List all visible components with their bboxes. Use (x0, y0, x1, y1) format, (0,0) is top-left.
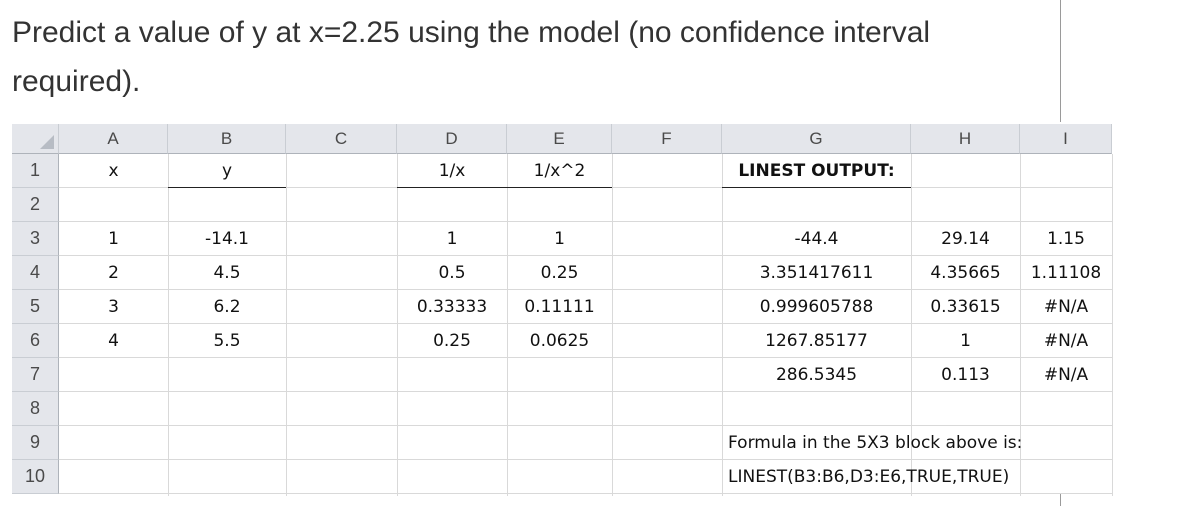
question-text: Predict a value of y at x=2.25 using the… (12, 16, 931, 98)
row-header-7: 7 (12, 358, 59, 392)
cell-b5: 6.2 (213, 297, 241, 317)
cell-i7: #N/A (1043, 365, 1089, 385)
column-header-b: B (168, 124, 286, 154)
cell-d3: 1 (446, 229, 458, 249)
cell-d4: 0.5 (438, 263, 466, 283)
row-header-4: 4 (12, 256, 59, 290)
header-underline (168, 187, 286, 188)
grid-line (722, 154, 723, 496)
header-underline (722, 187, 911, 188)
cell-e1: 1/x^2 (533, 161, 586, 181)
grid-line (507, 154, 508, 496)
grid-line (397, 154, 398, 496)
row-header-5: 5 (12, 290, 59, 324)
cell-g1: LINEST OUTPUT: (738, 161, 895, 181)
cell-h5: 0.33615 (930, 297, 1001, 317)
cell-e4: 0.25 (540, 263, 579, 283)
cell-b1: y (221, 161, 233, 181)
column-header-e: E (507, 124, 612, 154)
column-header-h: H (911, 124, 1020, 154)
cell-h6: 1 (960, 331, 971, 351)
spreadsheet-image: A B C D E F G H I 1 2 3 4 5 6 7 8 9 10 x y 1/x 1/x^2 LINEST OUT… (12, 124, 1113, 498)
grid-line (59, 221, 1112, 222)
cell-a5: 3 (108, 297, 119, 317)
cell-e6: 0.0625 (529, 331, 590, 351)
cell-d6: 0.25 (433, 331, 471, 351)
page-divider (1060, 0, 1061, 122)
column-header-d: D (397, 124, 507, 154)
grid-line (286, 154, 287, 496)
cell-h3: 29.14 (941, 229, 990, 249)
cell-h4: 4.35665 (930, 263, 1001, 283)
cell-b4: 4.5 (213, 263, 241, 283)
cell-e3: 1 (554, 229, 565, 249)
cell-g7: 286.5345 (775, 365, 858, 385)
grid-line (59, 493, 1112, 494)
grid-line (59, 289, 1112, 290)
grid-line (168, 154, 169, 496)
cell-b6: 5.5 (213, 331, 241, 351)
row-header-1: 1 (12, 154, 59, 188)
cell-a4: 2 (108, 263, 119, 283)
header-underline (397, 187, 612, 188)
column-header-i: I (1020, 124, 1112, 154)
cell-g10: LINEST(B3:B6,D3:E6,TRUE,TRUE) (728, 467, 1010, 487)
grid-line (612, 154, 613, 496)
cell-i3: 1.15 (1047, 229, 1085, 249)
cell-e5: 0.11111 (524, 297, 595, 317)
cell-g9: Formula in the 5X3 block above is: (728, 433, 1023, 453)
cell-d1: 1/x (438, 161, 466, 181)
cell-g5: 0.999605788 (759, 297, 874, 317)
grid-line (59, 391, 1112, 392)
row-header-8: 8 (12, 392, 59, 426)
cell-b3: -14.1 (205, 229, 249, 249)
cell-h7: 0.113 (941, 365, 990, 385)
grid-line (59, 459, 1112, 460)
grid-line (59, 357, 1112, 358)
grid-line (1020, 154, 1021, 496)
select-all-corner (12, 124, 59, 154)
grid-line (59, 425, 1112, 426)
cell-i5: #N/A (1043, 297, 1089, 317)
column-header-f: F (612, 124, 722, 154)
grid-line (911, 154, 912, 496)
cell-i4: 1.11108 (1030, 263, 1102, 283)
row-header-3: 3 (12, 222, 59, 256)
cell-g3: -44.4 (794, 229, 839, 249)
row-header-2: 2 (12, 188, 59, 222)
cell-a3: 1 (108, 229, 119, 249)
column-header-g: G (722, 124, 911, 154)
row-header-9: 9 (12, 426, 59, 460)
grid-line (59, 323, 1112, 324)
column-header-a: A (59, 124, 168, 154)
column-header-c: C (286, 124, 397, 154)
cell-d5: 0.33333 (416, 297, 488, 317)
cell-i6: #N/A (1043, 331, 1089, 351)
select-all-icon (40, 135, 54, 149)
cell-g4: 3.351417611 (759, 263, 874, 283)
page-divider-tick (1060, 494, 1061, 506)
grid-line (59, 255, 1112, 256)
cell-a1: x (108, 161, 119, 181)
cell-a6: 4 (108, 331, 119, 351)
row-header-10: 10 (12, 460, 59, 494)
row-header-6: 6 (12, 324, 59, 358)
cell-g6: 1267.85177 (765, 331, 868, 351)
grid-line (1112, 154, 1113, 496)
